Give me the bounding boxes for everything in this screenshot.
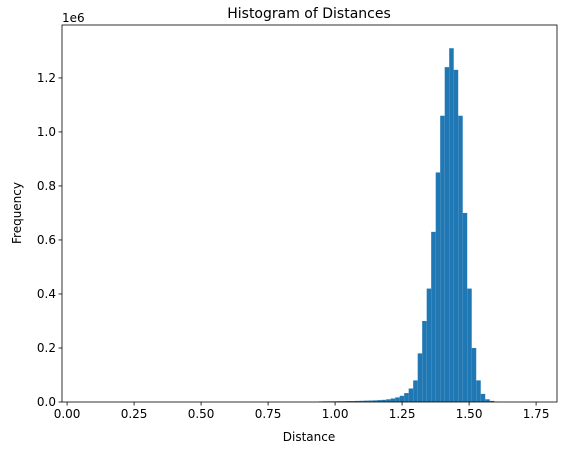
bar <box>345 401 351 402</box>
y-tick-label: 0.2 <box>37 341 56 355</box>
x-axis-label: Distance <box>283 430 335 444</box>
bar <box>341 401 346 402</box>
y-tick-label: 0.6 <box>37 233 56 247</box>
bar <box>372 400 378 402</box>
y-tick-label: 0.4 <box>37 287 56 301</box>
y-tick-label: 0.8 <box>37 179 56 193</box>
bar <box>363 400 369 402</box>
bar <box>480 393 486 402</box>
bar <box>462 212 468 402</box>
x-tick-label: 0.25 <box>121 407 148 421</box>
x-tick-label: 1.50 <box>456 407 483 421</box>
bar <box>381 399 387 402</box>
bar <box>431 231 436 402</box>
bar <box>467 288 472 402</box>
bar <box>444 67 450 402</box>
bar <box>422 320 427 402</box>
bar <box>350 401 355 402</box>
bar <box>449 48 454 403</box>
bar <box>395 397 400 402</box>
bar <box>336 401 342 402</box>
y-axis-label: Frequency <box>10 182 24 244</box>
bar <box>435 172 441 402</box>
bar <box>440 115 445 402</box>
x-tick-label: 1.00 <box>322 407 349 421</box>
bar <box>359 400 364 402</box>
y-tick-label: 1.2 <box>37 71 56 85</box>
y-offset-label: 1e6 <box>62 11 85 25</box>
bar <box>417 353 423 402</box>
bar <box>386 399 391 402</box>
bar <box>404 393 409 402</box>
y-tick-label: 0.0 <box>37 395 56 409</box>
bar <box>485 399 490 402</box>
x-tick-label: 0.00 <box>54 407 81 421</box>
bar <box>399 395 405 402</box>
bar <box>408 388 414 402</box>
bar <box>476 380 481 402</box>
bar <box>377 400 382 402</box>
bar <box>354 400 360 402</box>
bar <box>368 400 373 402</box>
chart-title: Histogram of Distances <box>227 6 391 22</box>
bar <box>471 347 477 402</box>
x-tick-label: 0.50 <box>188 407 215 421</box>
x-tick-label: 1.25 <box>389 407 416 421</box>
x-tick-label: 0.75 <box>255 407 282 421</box>
x-tick-label: 1.75 <box>523 407 550 421</box>
y-tick-label: 1.0 <box>37 125 56 139</box>
bar <box>458 115 463 402</box>
axes-frame <box>61 24 558 403</box>
bar <box>426 288 432 402</box>
bar <box>489 400 495 402</box>
bar <box>413 380 418 402</box>
bar <box>390 398 396 402</box>
bar <box>453 69 459 402</box>
